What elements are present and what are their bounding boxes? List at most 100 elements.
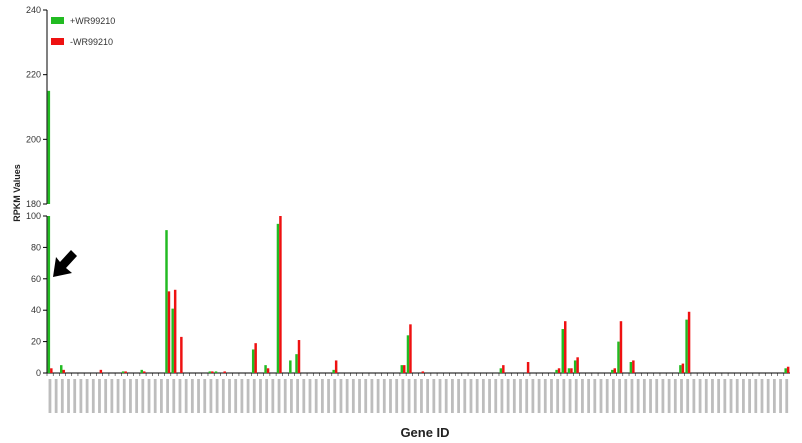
gene-id-label: [228, 379, 231, 413]
gene-id-ticks: [46, 373, 789, 413]
gene-id-label: [48, 379, 52, 413]
bar-minus: [526, 362, 530, 373]
bar-minus: [786, 366, 790, 373]
upper-y-tick-label: 200: [26, 134, 41, 144]
gene-id-label: [568, 379, 572, 413]
gene-id-label: [475, 379, 479, 413]
gene-id-label: [252, 379, 256, 413]
gene-id-label: [562, 379, 566, 413]
bar-minus: [557, 368, 561, 373]
bar-plus: [140, 369, 143, 373]
gene-id-label: [364, 379, 368, 413]
gene-id-label: [779, 379, 782, 413]
gene-id-label: [197, 379, 200, 413]
lower-y-tick-label: 100: [26, 211, 41, 221]
gene-id-label: [190, 379, 194, 413]
gene-id-label: [79, 379, 83, 413]
gene-id-label: [506, 379, 510, 413]
bar-plus: [295, 354, 298, 373]
bar-plus: [264, 365, 267, 373]
gene-id-label: [451, 379, 454, 413]
gene-id-label: [395, 379, 399, 413]
bar-minus: [254, 343, 257, 373]
upper-y-tick-label: 180: [26, 199, 41, 209]
gene-id-label: [153, 379, 157, 413]
bar-minus: [173, 289, 177, 373]
gene-id-label: [438, 379, 442, 413]
gene-id-label: [296, 379, 300, 413]
bar-plus: [573, 360, 577, 373]
gene-id-label: [537, 379, 541, 413]
gene-id-label: [457, 379, 460, 413]
bar-plus: [499, 368, 503, 373]
gene-id-label: [754, 379, 758, 413]
bar-minus: [99, 369, 103, 373]
x-axis-label: Gene ID: [400, 425, 449, 440]
gene-id-label: [203, 379, 207, 413]
gene-id-label: [785, 379, 789, 413]
bar-minus: [403, 365, 406, 373]
gene-id-label: [748, 379, 751, 413]
gene-id-label: [550, 379, 553, 413]
gene-id-label: [141, 379, 145, 413]
gene-id-label: [116, 379, 120, 413]
gene-id-label: [283, 379, 287, 413]
gene-id-label: [711, 379, 714, 413]
gene-id-label: [159, 379, 163, 413]
legend-label-minus: -WR99210: [70, 37, 113, 47]
gene-id-label: [85, 379, 89, 413]
bar-minus: [142, 371, 146, 373]
gene-id-label: [463, 379, 467, 413]
gene-id-label: [772, 379, 776, 413]
gene-id-label: [407, 379, 411, 413]
lower-y-tick-label: 80: [31, 242, 41, 252]
gene-id-label: [599, 379, 603, 413]
bar-minus: [502, 365, 505, 373]
bar-minus: [266, 368, 270, 373]
bar-plus: [47, 216, 51, 373]
bar-minus: [576, 357, 579, 373]
bar-minus: [50, 368, 53, 373]
bar-plus-upper: [47, 90, 51, 204]
bar-plus: [251, 349, 255, 373]
gene-id-label: [277, 379, 281, 413]
gene-id-label: [320, 379, 324, 413]
gene-id-label: [234, 379, 238, 413]
gene-id-label: [581, 379, 584, 413]
bar-minus: [334, 360, 338, 373]
legend-swatch-plus: [51, 17, 64, 24]
gene-id-label: [104, 379, 108, 413]
bar-plus: [555, 369, 558, 373]
gene-id-label: [73, 379, 77, 413]
arrow-icon: [53, 250, 77, 277]
bar-minus: [180, 336, 183, 373]
gene-id-label: [698, 379, 702, 413]
gene-id-label: [605, 379, 609, 413]
bar-plus: [208, 371, 212, 373]
bar-plus: [784, 368, 787, 373]
gene-id-label: [54, 379, 58, 413]
gene-id-label: [389, 379, 392, 413]
gene-id-label: [110, 379, 114, 413]
gene-id-label: [147, 379, 151, 413]
gene-id-label: [129, 379, 132, 413]
gene-id-label: [172, 379, 176, 413]
gene-id-label: [667, 379, 671, 413]
lower-y-tick-label: 40: [31, 305, 41, 315]
bar-minus: [421, 371, 425, 373]
gene-id-label: [543, 379, 547, 413]
legend-label-plus: +WR99210: [70, 16, 115, 26]
gene-id-label: [302, 379, 306, 413]
gene-id-label: [166, 379, 169, 413]
bar-minus: [279, 216, 282, 373]
lower-y-tick-label: 60: [31, 274, 41, 284]
gene-id-label: [742, 379, 745, 413]
y-axis-label: RPKM Values: [12, 164, 22, 222]
gene-id-label: [642, 379, 646, 413]
bar-minus: [613, 368, 617, 373]
upper-y-tick-label: 220: [26, 70, 41, 80]
bar-minus: [62, 369, 65, 373]
bar-minus: [167, 291, 171, 373]
gene-id-label: [184, 379, 188, 413]
gene-id-label: [673, 379, 677, 413]
